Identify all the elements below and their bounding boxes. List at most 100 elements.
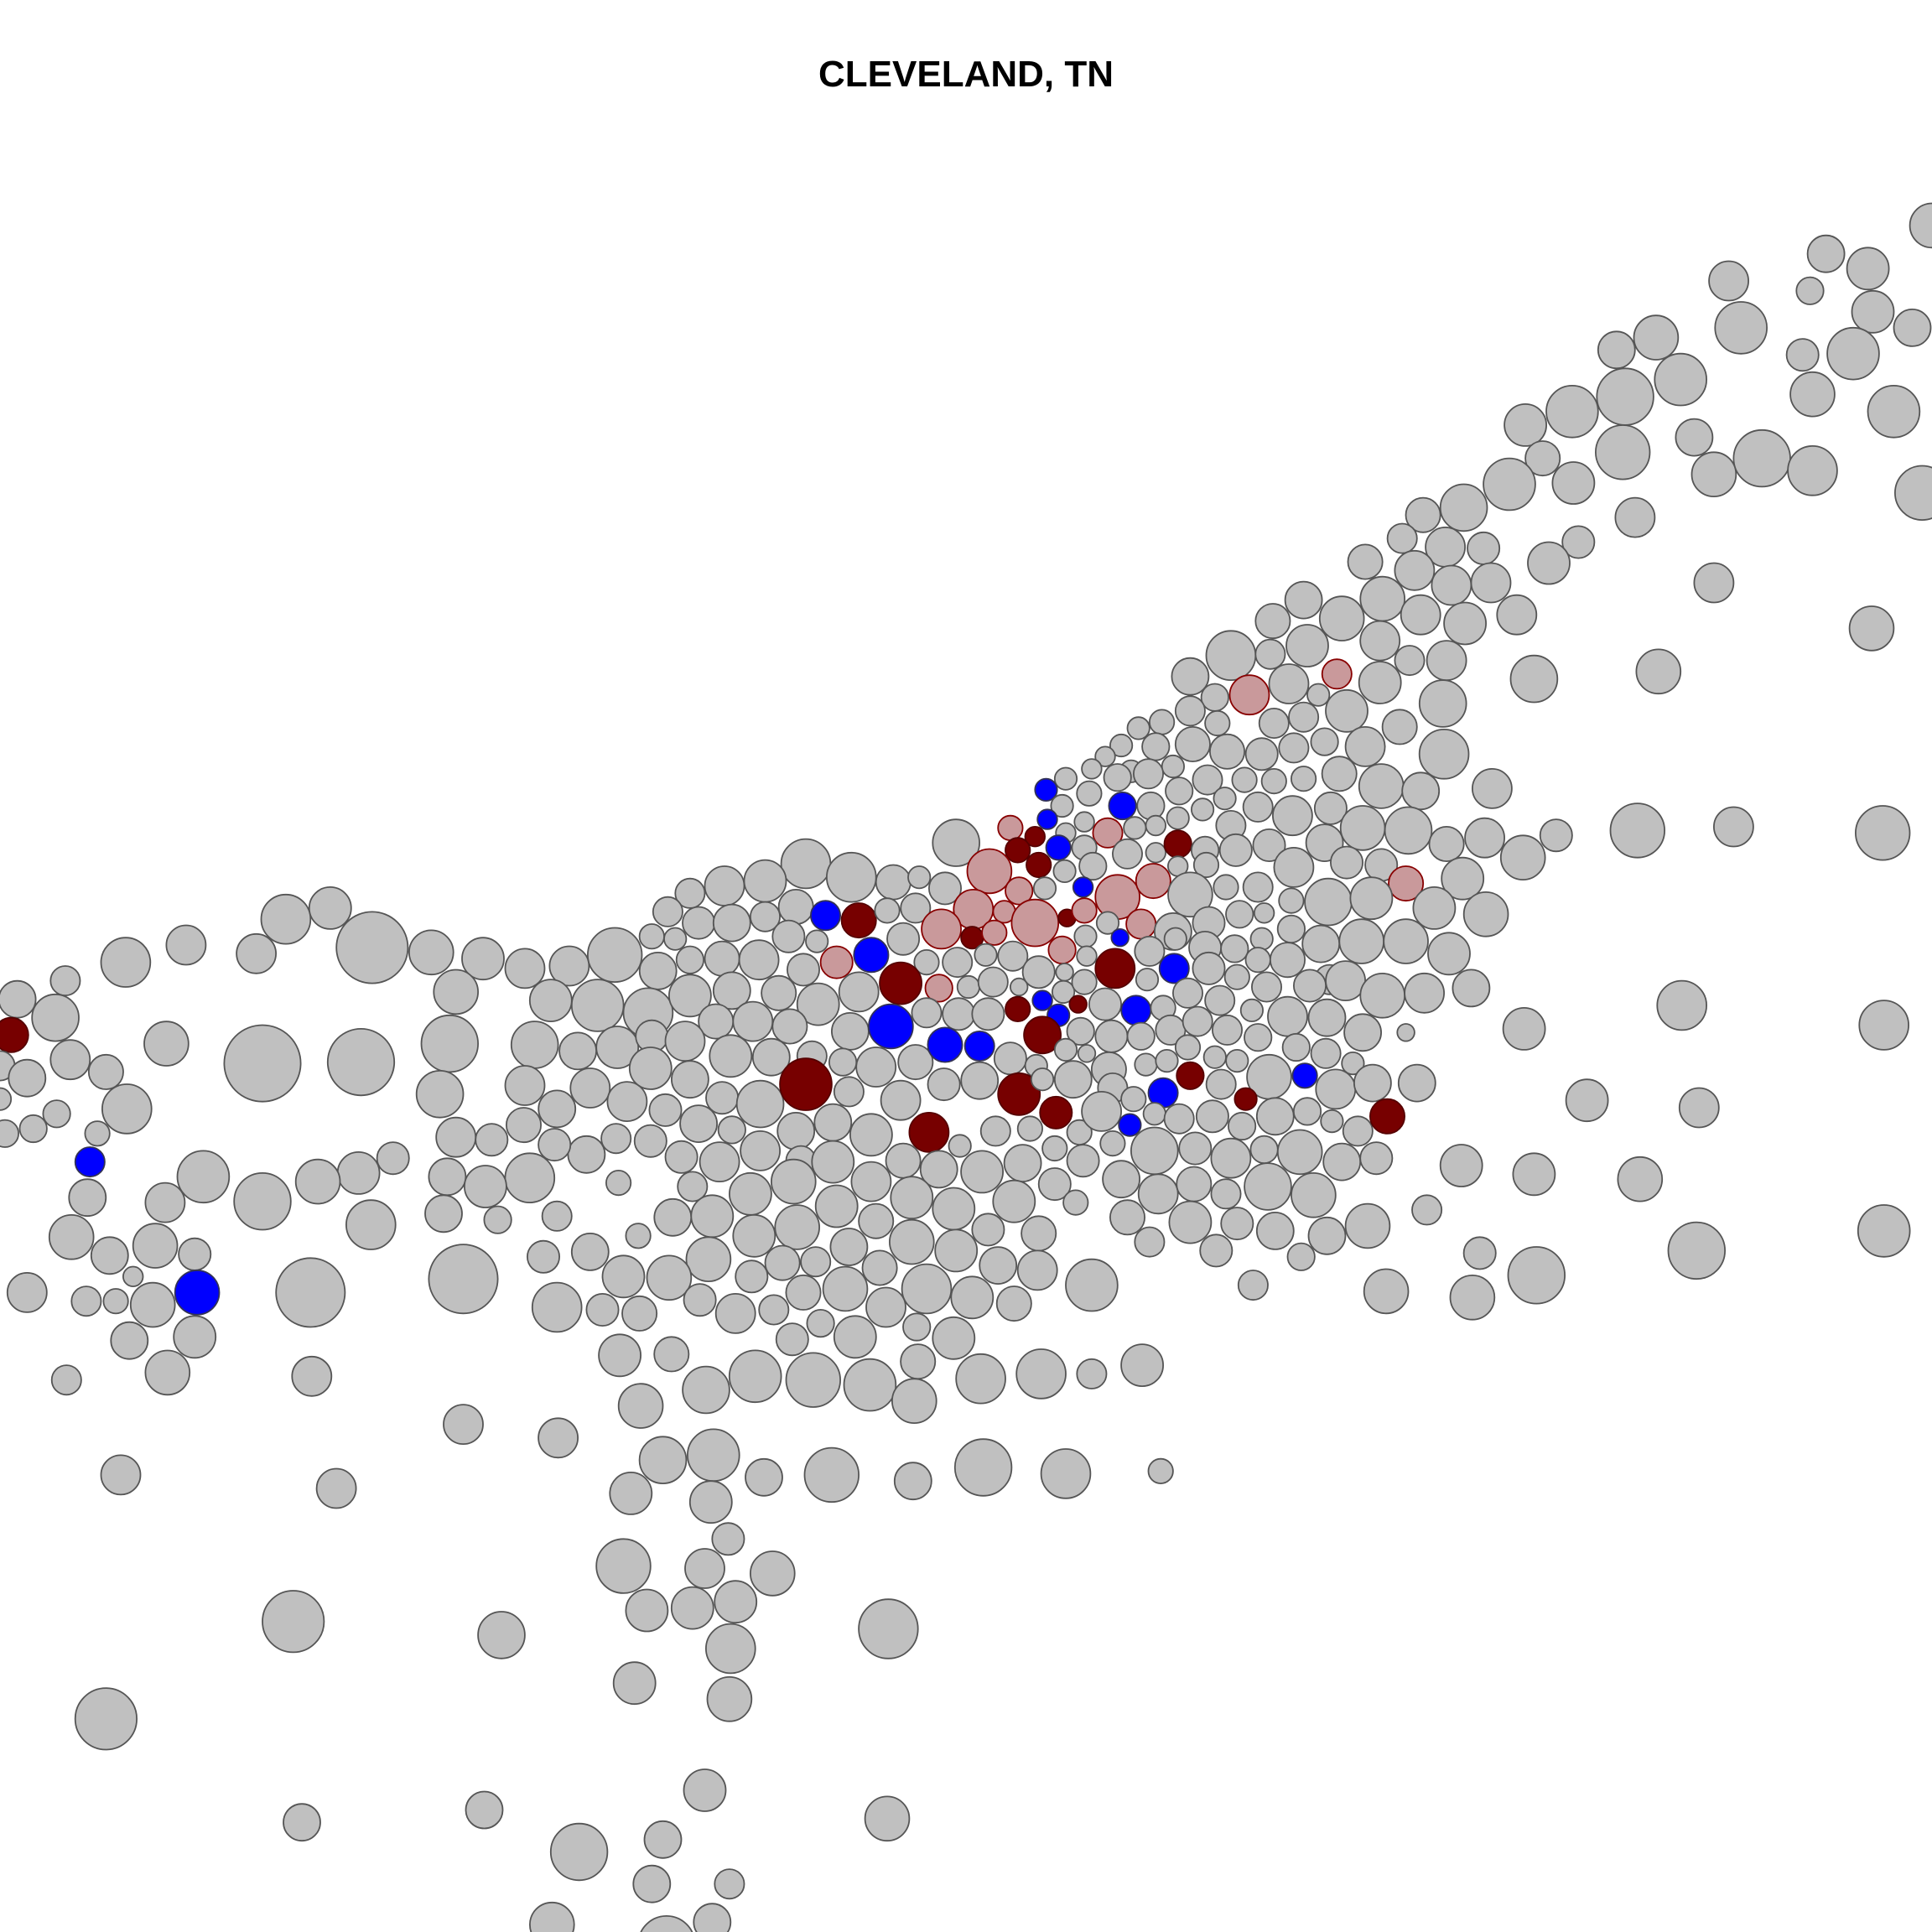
data-point-gray-64 <box>1258 708 1290 740</box>
data-point-gray-33 <box>1561 525 1596 559</box>
data-point-gray-553 <box>1040 1448 1092 1499</box>
data-point-pink-121 <box>997 814 1024 842</box>
data-point-gray-272 <box>1325 960 1366 1001</box>
data-point-gray-16 <box>1867 384 1921 439</box>
data-point-gray-511 <box>683 1283 717 1317</box>
data-point-gray-28 <box>1405 496 1441 533</box>
data-point-gray-380 <box>813 1103 853 1142</box>
data-point-gray-480 <box>764 1244 801 1281</box>
data-point-gray-570 <box>74 1687 138 1751</box>
data-point-gray-117 <box>1339 805 1386 851</box>
data-point-gray-325 <box>1134 1052 1158 1077</box>
data-point-gray-255 <box>838 971 880 1013</box>
data-point-darkred-398 <box>1369 1098 1406 1135</box>
data-point-gray-360 <box>1315 1068 1357 1110</box>
data-point-pink-163 <box>1388 865 1425 902</box>
data-point-gray-10 <box>1785 338 1820 372</box>
data-point-blue-99 <box>1108 791 1137 821</box>
data-point-gray-201 <box>1163 927 1187 951</box>
data-point-gray-421 <box>1359 1141 1394 1176</box>
data-point-gray-391 <box>1163 1103 1195 1135</box>
data-point-gray-79 <box>1344 726 1386 767</box>
data-point-gray-472 <box>48 1214 95 1260</box>
data-point-gray-384 <box>979 1115 1011 1147</box>
data-point-darkred-170 <box>840 902 877 939</box>
data-point-gray-439 <box>992 1179 1036 1223</box>
data-point-gray-544 <box>538 1417 579 1459</box>
data-point-gray-182 <box>1225 900 1254 929</box>
data-point-gray-52 <box>1394 645 1426 677</box>
data-point-gray-538 <box>955 1353 1006 1405</box>
data-point-gray-491 <box>1667 1221 1726 1280</box>
data-point-gray-120 <box>1539 818 1573 853</box>
data-point-gray-557 <box>711 1522 745 1556</box>
data-point-gray-192 <box>805 929 829 953</box>
data-point-gray-373 <box>475 1123 509 1157</box>
data-point-gray-393 <box>1228 1111 1257 1141</box>
data-point-gray-425 <box>376 1141 410 1176</box>
data-point-gray-555 <box>609 1472 653 1515</box>
data-point-pink-175 <box>1010 898 1060 948</box>
data-point-gray-45 <box>1443 601 1487 646</box>
data-point-gray-489 <box>1286 1242 1316 1271</box>
data-point-gray-331 <box>1281 1032 1311 1062</box>
data-point-gray-229 <box>942 947 974 979</box>
data-point-gray-495 <box>646 1254 693 1301</box>
data-point-gray-307 <box>510 1021 559 1069</box>
data-point-gray-305 <box>49 1039 91 1081</box>
data-point-pink-177 <box>1071 897 1098 924</box>
data-point-gray-545 <box>686 1428 740 1483</box>
data-point-gray-186 <box>1349 876 1394 921</box>
data-point-gray-89 <box>1231 766 1258 793</box>
data-point-gray-508 <box>531 1281 583 1333</box>
data-point-gray-437 <box>890 1176 934 1220</box>
data-point-gray-280 <box>771 1008 808 1045</box>
data-point-gray-565 <box>477 1611 526 1659</box>
data-point-darkred-346 <box>779 1057 833 1111</box>
data-point-gray-302 <box>326 1028 396 1097</box>
data-point-pink-56 <box>1228 674 1270 716</box>
data-point-gray-150 <box>743 859 787 903</box>
data-point-blue-169 <box>810 900 842 932</box>
data-point-gray-388 <box>1081 1091 1122 1132</box>
data-point-gray-75 <box>1209 733 1246 770</box>
data-point-gray-258 <box>956 974 981 1000</box>
data-point-gray-71 <box>1381 709 1418 745</box>
data-point-darkred-130 <box>1163 829 1192 859</box>
data-point-gray-522 <box>173 1315 217 1359</box>
data-point-gray-463 <box>1062 1189 1089 1216</box>
data-point-gray-220 <box>587 927 643 983</box>
data-point-gray-579 <box>529 1901 575 1932</box>
data-point-gray-567 <box>704 1623 756 1675</box>
data-point-gray-414 <box>1099 1130 1126 1157</box>
data-point-gray-184 <box>1278 887 1305 914</box>
data-point-gray-303 <box>420 1014 479 1073</box>
data-point-gray-326 <box>1155 1049 1179 1073</box>
data-point-gray-211 <box>260 893 312 945</box>
data-point-gray-433 <box>677 1171 709 1202</box>
data-point-gray-107 <box>1609 802 1665 859</box>
data-point-gray-207 <box>1338 918 1384 964</box>
data-point-gray-342 <box>628 1046 673 1090</box>
data-point-gray-456 <box>814 1184 859 1228</box>
data-point-blue-389 <box>1118 1113 1142 1137</box>
data-point-gray-536 <box>843 1358 897 1412</box>
data-point-gray-275 <box>1452 969 1491 1008</box>
data-point-gray-527 <box>598 1333 641 1378</box>
data-point-gray-38 <box>1431 564 1472 606</box>
data-point-gray-183 <box>1253 902 1275 924</box>
data-point-gray-533 <box>682 1365 730 1415</box>
data-point-gray-517 <box>995 1285 1032 1322</box>
data-point-gray-352 <box>1031 1067 1055 1092</box>
data-point-gray-361 <box>1353 1063 1392 1103</box>
data-point-gray-39 <box>1470 562 1512 604</box>
data-point-gray-161 <box>1213 874 1239 901</box>
data-point-gray-13 <box>1596 367 1654 426</box>
data-point-gray-427 <box>294 1158 341 1205</box>
data-point-gray-297 <box>1307 998 1347 1037</box>
data-point-gray-144 <box>1273 847 1315 888</box>
data-point-gray-396 <box>1320 1109 1344 1134</box>
data-point-gray-475 <box>178 1237 212 1271</box>
data-point-gray-316 <box>855 1046 897 1088</box>
data-point-gray-17 <box>1504 402 1547 447</box>
